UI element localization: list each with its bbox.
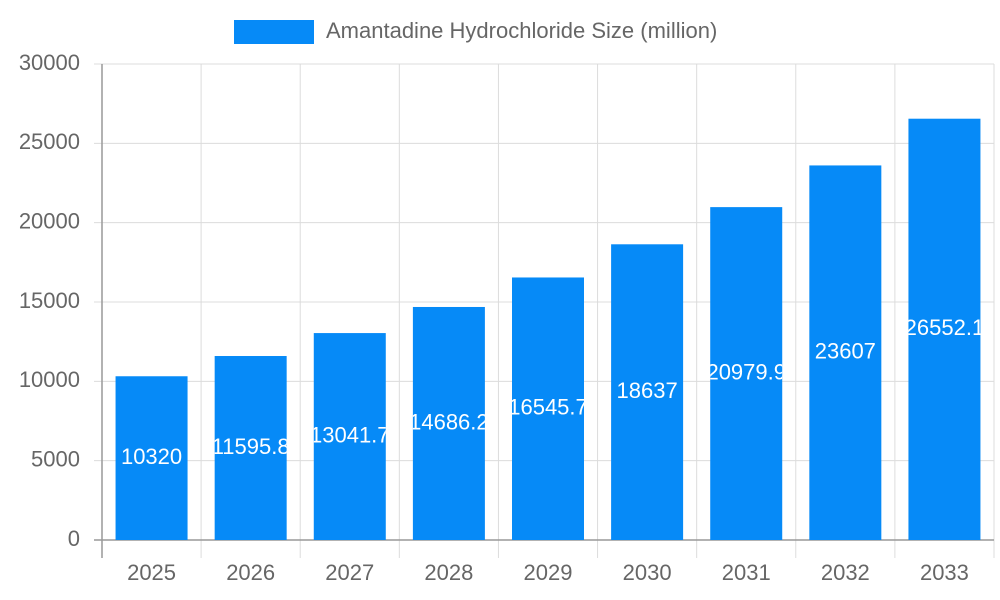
- legend-swatch: [234, 20, 314, 44]
- bar: [313, 333, 386, 540]
- bar: [809, 165, 882, 540]
- bar: [214, 356, 287, 540]
- legend-label: Amantadine Hydrochloride Size (million): [326, 18, 717, 43]
- bar: [611, 244, 684, 540]
- data-label: 20979.9: [706, 359, 786, 384]
- x-tick-label: 2025: [127, 560, 176, 585]
- x-tick-label: 2026: [226, 560, 275, 585]
- x-tick-label: 2032: [821, 560, 870, 585]
- data-label: 10320: [121, 444, 182, 469]
- x-tick-label: 2029: [524, 560, 573, 585]
- x-tick-label: 2028: [424, 560, 473, 585]
- data-label: 14686.2: [409, 409, 489, 434]
- data-label: 13041.7: [310, 422, 390, 447]
- bar: [710, 207, 783, 540]
- bar: [115, 376, 188, 540]
- x-tick-label: 2030: [623, 560, 672, 585]
- data-label: 11595.8: [212, 434, 290, 459]
- x-tick-label: 2033: [920, 560, 969, 585]
- data-label: 26552.1: [905, 315, 985, 340]
- bar: [908, 118, 981, 541]
- bar: [412, 306, 485, 540]
- y-tick-label: 15000: [19, 288, 80, 313]
- x-tick-label: 2031: [722, 560, 771, 585]
- x-tick-label: 2027: [325, 560, 374, 585]
- data-label: 23607: [815, 339, 876, 364]
- data-label: 16545.7: [508, 395, 588, 420]
- y-tick-label: 25000: [19, 129, 80, 154]
- y-tick-label: 0: [68, 526, 80, 551]
- y-tick-label: 10000: [19, 367, 80, 392]
- y-tick-label: 5000: [31, 446, 80, 471]
- y-tick-label: 30000: [19, 50, 80, 75]
- y-tick-label: 20000: [19, 208, 80, 233]
- bar: [512, 277, 584, 540]
- data-label: 18637: [617, 378, 678, 403]
